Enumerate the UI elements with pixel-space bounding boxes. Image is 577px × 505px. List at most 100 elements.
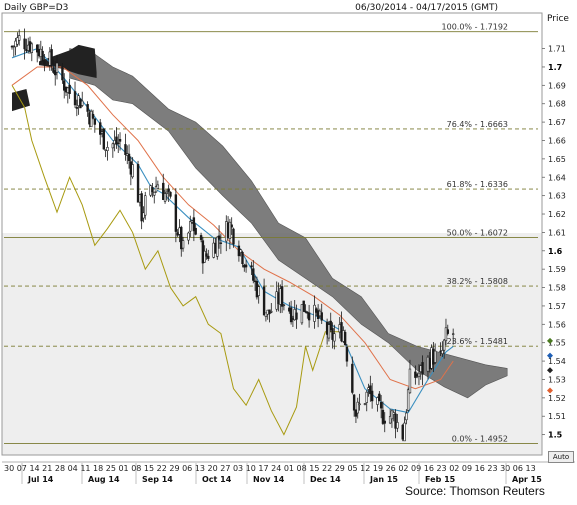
price-marker: [547, 367, 553, 374]
candle-body: [392, 412, 395, 415]
x-day-label: 02: [398, 464, 408, 473]
x-month-label: Aug 14: [88, 475, 120, 484]
candle-body: [396, 422, 399, 429]
candle-body: [376, 397, 379, 405]
candle-body: [230, 224, 233, 228]
candle-body: [205, 253, 208, 257]
candle-body: [370, 390, 374, 402]
candle-body: [302, 300, 305, 312]
price-candles: [10, 28, 455, 442]
candle-body: [320, 312, 323, 321]
candle-body: [102, 128, 106, 150]
chart-symbol: Daily GBP=D3: [4, 3, 68, 13]
fib-label: 0.0% - 1.4952: [452, 434, 508, 443]
candle-body: [75, 107, 79, 109]
y-tick-label: 1.53: [548, 375, 566, 384]
candle-body: [313, 304, 316, 322]
x-day-label: 22: [322, 464, 332, 473]
candle-body: [93, 118, 97, 125]
candle-body: [421, 362, 424, 375]
x-day-label: 16: [424, 464, 434, 473]
x-day-label: 12: [360, 464, 370, 473]
candle-body: [345, 346, 349, 362]
x-month-label: Sep 14: [142, 475, 173, 484]
candle-body: [403, 422, 406, 442]
candle-body: [81, 100, 84, 106]
candle-body: [264, 312, 268, 317]
candle-body: [390, 410, 394, 420]
candle-body: [23, 38, 26, 50]
candle-body: [252, 268, 255, 281]
candle-body: [417, 372, 421, 378]
y-tick-label: 1.57: [548, 302, 566, 311]
y-tick-label: 1.55: [548, 339, 566, 348]
candle-body: [378, 393, 381, 402]
source-caption: Source: Thomson Reuters: [405, 484, 545, 498]
candle-body: [117, 142, 120, 144]
candle-body: [61, 66, 64, 81]
candle-body: [228, 221, 232, 240]
candle-body: [189, 221, 192, 232]
y-tick-label: 1.7: [548, 63, 562, 72]
candle-body: [282, 304, 286, 306]
y-tick-label: 1.52: [548, 394, 566, 403]
candle-body: [444, 327, 448, 342]
candle-body: [163, 193, 167, 202]
fib-label: 61.8% - 1.6336: [447, 180, 508, 189]
x-day-label: 18: [93, 464, 103, 473]
x-day-label: 29: [335, 464, 345, 473]
candle-body: [68, 84, 71, 94]
lagging-span-line: [11, 85, 344, 436]
y-tick-label: 1.5: [548, 431, 563, 440]
x-day-label: 23: [436, 464, 446, 473]
candle-body: [203, 250, 206, 263]
y-tick-label: 1.67: [548, 118, 566, 127]
candle-body: [124, 144, 127, 155]
x-day-label: 11: [80, 464, 90, 473]
plot-frame: [1, 12, 543, 456]
y-tick-label: 1.66: [548, 136, 566, 145]
fib-label: 76.4% - 1.6663: [447, 120, 508, 129]
candle-body: [280, 286, 284, 307]
x-day-label: 05: [347, 464, 357, 473]
x-day-label: 09: [462, 464, 472, 473]
candle-body: [91, 113, 95, 119]
x-month-label: Nov 14: [253, 475, 285, 484]
candle-body: [43, 61, 46, 65]
x-day-label: 15: [144, 464, 154, 473]
y-tick-label: 1.62: [548, 210, 566, 219]
price-marker: [547, 387, 553, 394]
x-day-label: 13: [526, 464, 536, 473]
candle-body: [106, 147, 109, 151]
candle-body: [250, 265, 253, 268]
y-tick-label: 1.63: [548, 192, 566, 201]
auto-scale-button[interactable]: Auto: [548, 451, 574, 463]
candle-body: [358, 403, 361, 406]
candle-body: [363, 403, 367, 405]
x-day-label: 30: [4, 464, 14, 473]
candle-body: [343, 332, 347, 346]
x-day-label: 06: [513, 464, 523, 473]
x-day-label: 17: [258, 464, 268, 473]
candle-body: [36, 44, 39, 53]
candle-body: [127, 153, 131, 161]
candle-body: [18, 35, 21, 41]
candle-body: [442, 339, 446, 351]
fib-label: 23.6% - 1.5481: [447, 337, 508, 346]
x-month-label: Dec 14: [310, 475, 341, 484]
candle-body: [169, 191, 172, 197]
candle-body: [365, 391, 368, 403]
candle-body: [73, 91, 77, 106]
x-month-label: Jan 15: [369, 475, 398, 484]
candle-body: [270, 311, 273, 313]
candle-body: [144, 195, 147, 216]
candle-body: [167, 188, 170, 192]
candle-body: [30, 43, 34, 53]
candle-body: [356, 401, 359, 414]
candle-body: [295, 312, 298, 320]
x-day-label: 19: [373, 464, 383, 473]
y-tick-label: 1.64: [548, 173, 566, 182]
candle-body: [217, 235, 221, 240]
candle-body: [187, 232, 190, 241]
